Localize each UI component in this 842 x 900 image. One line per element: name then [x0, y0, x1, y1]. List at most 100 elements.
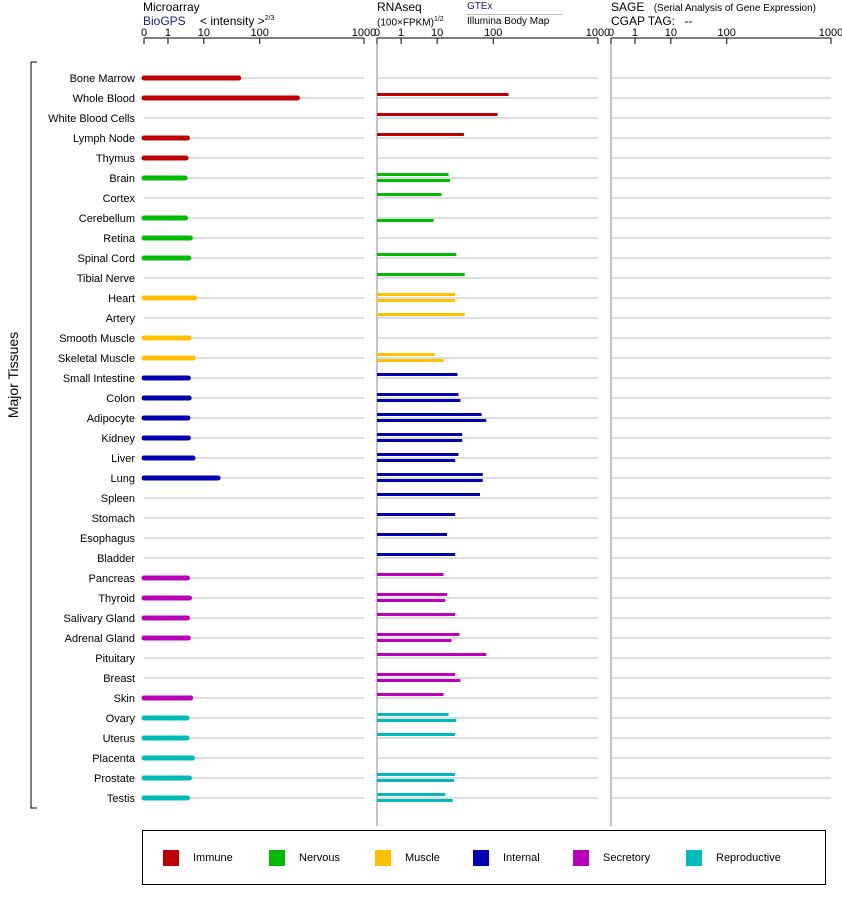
rnaseq-gtex-bar [377, 453, 459, 456]
rnaseq-tick-label: 1 [398, 27, 404, 39]
rnaseq-ibm-bar [377, 219, 434, 222]
rnaseq-gtex-bar [377, 253, 457, 256]
tissue-label: Skin [114, 693, 135, 705]
gtex-underline [467, 14, 562, 15]
microarray-tick-label: 100 [251, 27, 269, 39]
rnaseq-gtex-bar [377, 473, 483, 476]
legend-label: Reproductive [716, 852, 781, 864]
tissue-label: Stomach [92, 513, 135, 525]
tissue-label: Pituitary [95, 653, 135, 665]
tissue-label: White Blood Cells [48, 113, 135, 125]
rnaseq-ibm-bar [377, 679, 461, 682]
tissue-label: Breast [103, 673, 135, 685]
sage-tick-label: 1 [632, 27, 638, 39]
rnaseq-gtex-bar [377, 353, 435, 356]
rnaseq-gtex-bar [377, 433, 463, 436]
rnaseq-ibm-bar [377, 599, 446, 602]
tissue-label: Whole Blood [73, 93, 135, 105]
rnaseq-gtex-bar [377, 273, 465, 276]
rnaseq-gtex-bar [377, 533, 447, 536]
rnaseq-tick-label: 0 [374, 27, 380, 39]
rnaseq-gtex-bar [377, 713, 449, 716]
microarray-tick-label: 10 [198, 27, 210, 39]
microarray-source-link[interactable]: BioGPS [143, 14, 186, 28]
legend-swatch [473, 850, 489, 866]
microarray-title: Microarray [143, 0, 200, 14]
rnaseq-gtex-bar [377, 513, 456, 516]
rnaseq-gtex-bar [377, 413, 482, 416]
cgap-tag-value: -- [684, 14, 693, 28]
sage-tick-label: 0 [608, 27, 614, 39]
legend-label: Nervous [299, 852, 340, 864]
sage-cgap-tag: CGAP TAG: -- [611, 14, 692, 28]
rnaseq-ibm-bar [377, 459, 456, 462]
rnaseq-gtex-bar [377, 393, 459, 396]
sage-title-text: SAGE [611, 0, 645, 14]
tissue-label: Thyroid [98, 593, 135, 605]
group-bracket [30, 61, 37, 809]
rnaseq-ibm-bar [377, 359, 444, 362]
sage-tick-label: 1000 [819, 27, 842, 39]
tissue-label: Esophagus [80, 533, 136, 545]
legend: Immune Nervous Muscle Internal Secretory Repr… [142, 830, 826, 885]
tissue-label: Bladder [97, 553, 135, 565]
legend-swatch [686, 850, 702, 866]
rnaseq-gtex-bar [377, 173, 449, 176]
microarray-tick-label: 1 [165, 27, 171, 39]
sage-subtitle: (Serial Analysis of Gene Expression) [653, 3, 816, 14]
rnaseq-gtex-bar [377, 773, 456, 776]
tissue-label: Brain [109, 173, 135, 185]
rnaseq-ibm-bar [377, 479, 483, 482]
microarray-scale-exponent: 2/3 [264, 15, 275, 22]
legend-label: Internal [503, 852, 540, 864]
microarray-tick-label: 0 [141, 27, 147, 39]
rnaseq-gtex-bar [377, 313, 465, 316]
group-label: Major Tissues [5, 332, 21, 418]
tissue-label: Salivary Gland [63, 613, 135, 625]
microarray-tick-label: 1000 [352, 27, 376, 39]
rnaseq-gtex-bar [377, 613, 456, 616]
rnaseq-scale-label: (100×FPKM)1/2 [377, 16, 444, 28]
rnaseq-gtex-bar [377, 573, 444, 576]
gtex-link[interactable]: GTEx [467, 1, 493, 12]
rnaseq-gtex-bar [377, 593, 447, 596]
rnaseq-gtex-bar [377, 633, 460, 636]
cgap-tag-label: CGAP TAG: [611, 14, 676, 28]
rnaseq-tick-label: 100 [484, 27, 502, 39]
tissue-label: Liver [111, 453, 135, 465]
tissue-label: Cerebellum [79, 213, 135, 225]
rnaseq-ibm-bar [377, 399, 461, 402]
rnaseq-gtex-bar [377, 733, 456, 736]
tissue-label: Spinal Cord [78, 253, 135, 265]
tissue-label: Adipocyte [87, 413, 135, 425]
rnaseq-ibm-bar [377, 179, 451, 182]
tissue-label: Lymph Node [73, 133, 135, 145]
tissue-label: Cortex [103, 193, 136, 205]
tissue-label: Spleen [101, 493, 135, 505]
legend-swatch [375, 850, 391, 866]
sage-tick-label: 10 [665, 27, 677, 39]
rnaseq-gtex-bar [377, 113, 498, 116]
tissue-label: Bone Marrow [70, 73, 135, 85]
tissue-label: Adrenal Gland [65, 633, 135, 645]
rnaseq-ibm-bar [377, 419, 487, 422]
tissue-label: Ovary [106, 713, 136, 725]
rnaseq-gtex-bar [377, 293, 456, 296]
tissue-label: Thymus [96, 153, 136, 165]
tissue-label: Smooth Muscle [59, 333, 135, 345]
microarray-scale-text: < intensity > [200, 14, 265, 28]
rnaseq-gtex-bar [377, 793, 446, 796]
tissue-label: Small Intestine [63, 373, 135, 385]
tissue-label: Placenta [92, 753, 136, 765]
tissue-label: Artery [106, 313, 136, 325]
rnaseq-ibm-bar [377, 799, 453, 802]
rnaseq-gtex-bar [377, 673, 456, 676]
legend-label: Secretory [603, 852, 651, 864]
tissue-label: Uterus [103, 733, 136, 745]
rnaseq-ibm-bar [377, 439, 463, 442]
rnaseq-gtex-bar [377, 653, 487, 656]
sage-tick-label: 100 [718, 27, 736, 39]
rnaseq-ibm-bar [377, 779, 455, 782]
